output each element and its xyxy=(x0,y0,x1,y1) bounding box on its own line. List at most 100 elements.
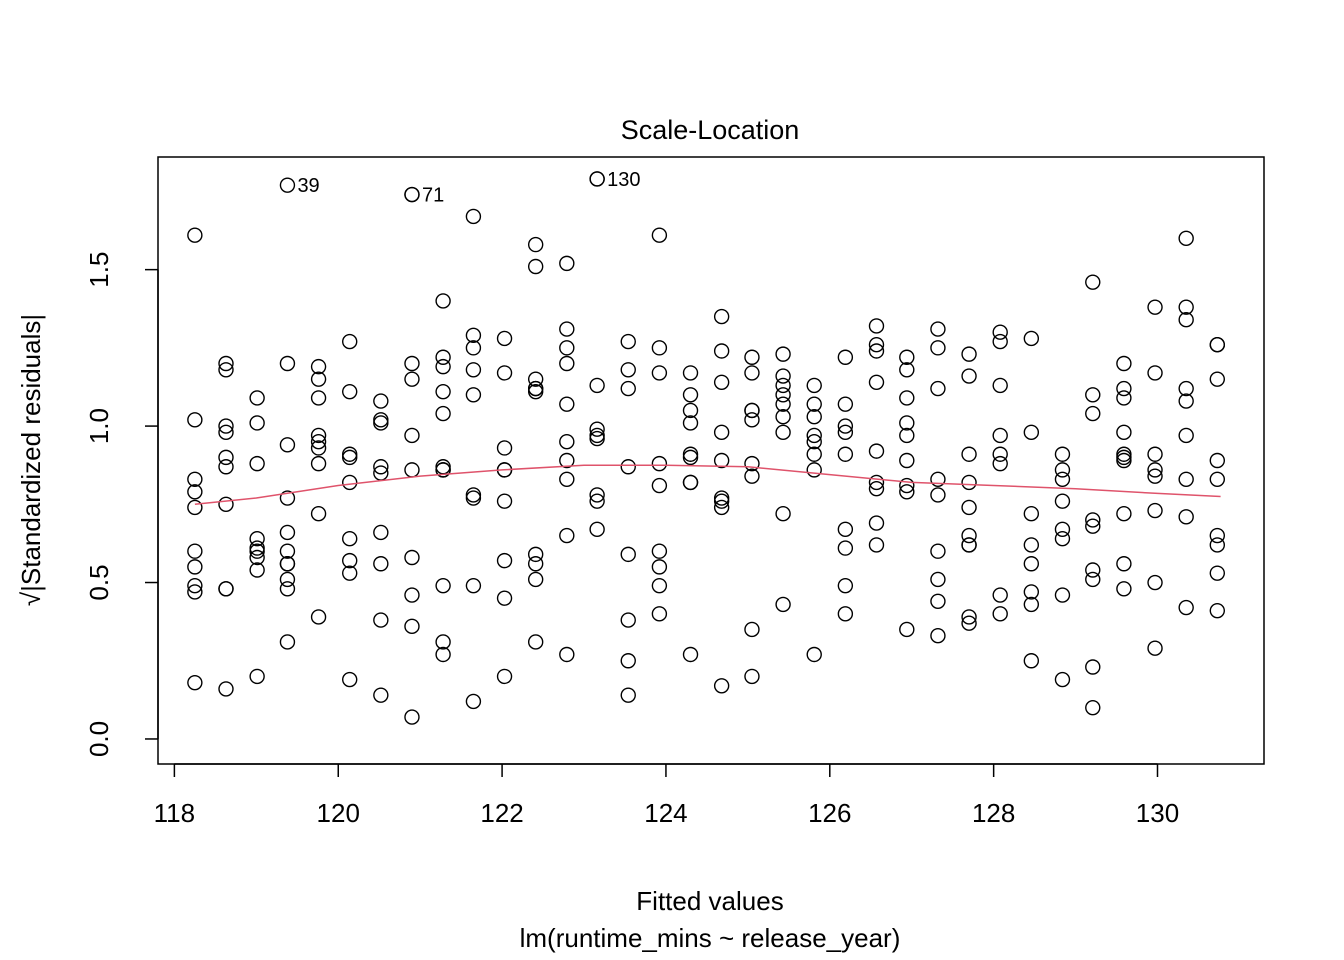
data-point xyxy=(465,490,482,506)
data-point xyxy=(187,499,203,516)
data-point xyxy=(775,368,791,384)
data-point xyxy=(930,543,946,559)
data-point xyxy=(713,493,730,509)
data-point xyxy=(961,346,977,362)
data-point xyxy=(620,333,636,350)
data-point xyxy=(527,556,544,572)
data-point xyxy=(775,596,791,613)
data-point xyxy=(310,371,327,387)
data-point xyxy=(187,674,203,691)
data-point xyxy=(218,681,234,697)
data-point xyxy=(744,468,760,484)
data-point xyxy=(1209,337,1226,353)
data-point xyxy=(930,487,946,503)
data-point xyxy=(435,634,451,650)
data-point xyxy=(1023,653,1040,669)
data-point xyxy=(961,609,977,625)
data-point xyxy=(992,377,1008,394)
data-point xyxy=(1054,493,1071,509)
x-tick-label: 130 xyxy=(1136,798,1179,828)
data-point xyxy=(837,349,854,365)
data-point xyxy=(806,434,822,450)
data-point xyxy=(249,562,265,578)
data-point xyxy=(682,449,699,466)
data-point xyxy=(713,678,730,694)
data-point xyxy=(620,687,636,703)
data-point xyxy=(713,424,730,441)
data-point xyxy=(620,546,636,563)
data-point xyxy=(1054,671,1071,688)
data-point xyxy=(373,415,389,431)
data-point xyxy=(868,318,885,334)
data-point xyxy=(868,443,885,459)
data-point xyxy=(435,459,451,475)
data-point xyxy=(527,634,544,650)
data-point xyxy=(1054,531,1071,547)
data-point xyxy=(527,258,544,275)
y-tick-label: 1.5 xyxy=(84,252,114,288)
data-point xyxy=(435,462,451,478)
data-point xyxy=(1147,462,1163,478)
data-point xyxy=(435,405,451,422)
data-point xyxy=(1178,312,1194,328)
data-point xyxy=(589,493,605,509)
data-point xyxy=(806,462,822,478)
data-point xyxy=(496,668,513,685)
data-point xyxy=(868,337,885,353)
data-point xyxy=(249,455,265,472)
data-point xyxy=(713,374,730,390)
data-point xyxy=(310,427,327,444)
data-point xyxy=(837,577,854,594)
chart-title: Scale-Location xyxy=(621,115,800,145)
data-point xyxy=(465,340,482,356)
data-point xyxy=(1116,452,1132,469)
data-point xyxy=(1178,230,1194,247)
data-point xyxy=(187,584,203,600)
data-point xyxy=(930,628,946,644)
data-point xyxy=(559,396,575,412)
x-tick-label: 128 xyxy=(972,798,1015,828)
data-point xyxy=(1085,699,1101,716)
data-point xyxy=(961,474,977,491)
data-point xyxy=(713,343,730,359)
data-point xyxy=(279,543,296,559)
data-point xyxy=(713,452,730,469)
x-axis: 118 120 122 124 126 128 130 xyxy=(154,763,1179,828)
data-point xyxy=(992,446,1008,462)
data-point xyxy=(744,455,760,472)
data-point xyxy=(682,402,699,419)
data-point xyxy=(1085,562,1101,578)
data-point xyxy=(744,412,760,428)
data-point xyxy=(1147,640,1163,656)
data-point xyxy=(310,455,327,472)
data-point xyxy=(620,459,636,475)
data-point xyxy=(342,383,358,400)
data-point xyxy=(589,487,605,503)
data-point xyxy=(682,387,699,403)
data-point xyxy=(1178,393,1194,409)
data-point xyxy=(218,418,234,434)
data-point xyxy=(868,537,885,553)
data-point xyxy=(279,177,296,193)
data-point xyxy=(589,427,605,444)
data-point xyxy=(218,581,234,597)
data-point xyxy=(404,549,420,566)
data-point xyxy=(589,430,605,447)
data-point xyxy=(527,371,544,387)
data-point xyxy=(682,474,699,491)
point-annotation: 130 xyxy=(607,169,640,191)
data-point xyxy=(249,531,265,547)
data-point xyxy=(651,455,668,472)
data-point xyxy=(310,358,327,375)
data-point xyxy=(744,402,760,419)
data-point xyxy=(930,593,946,609)
data-point xyxy=(1178,380,1194,397)
data-point xyxy=(620,362,636,378)
x-tick-label: 126 xyxy=(808,798,851,828)
data-point xyxy=(1116,581,1132,597)
data-point xyxy=(465,362,482,378)
data-point xyxy=(218,424,234,441)
data-point xyxy=(651,477,668,494)
data-point xyxy=(187,227,203,243)
data-point xyxy=(589,377,605,394)
